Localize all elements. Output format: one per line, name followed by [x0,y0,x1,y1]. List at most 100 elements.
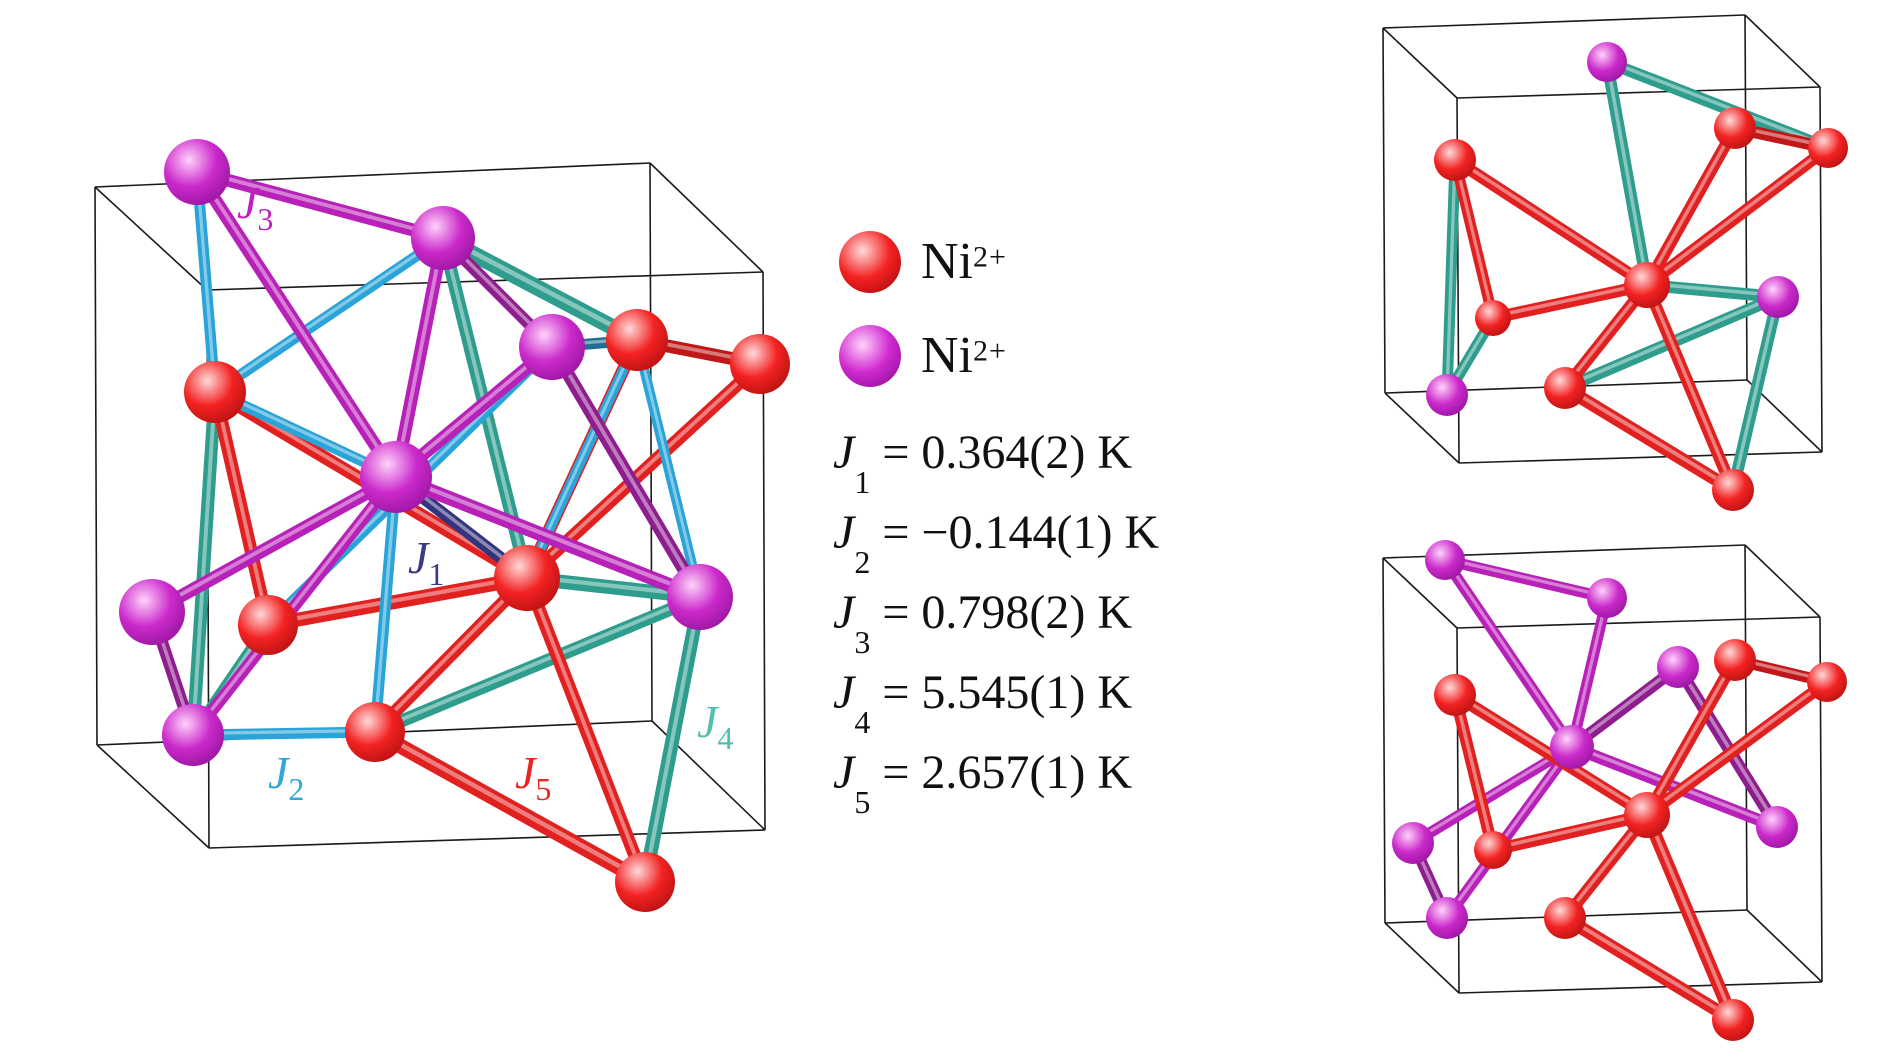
legend-label: Ni2+ [921,233,1007,290]
ni-purple-atom [1392,822,1434,864]
unit-cell-edge [1456,86,1821,99]
unit-cell-edge [1744,14,1821,88]
ni-red-atom [1714,639,1756,681]
ni-red-atom [1712,469,1754,511]
unit-cell-edge [649,162,764,273]
unit-cell-edge [649,162,653,722]
ni-red-atom [1474,831,1512,869]
ni-purple-atom [1550,725,1594,769]
ni-red-atom [1544,897,1586,939]
ni-red-atom [1807,662,1847,702]
bond-highlight [525,574,647,883]
ni-red-atom [1714,107,1756,149]
bond-highlight [1443,556,1609,599]
ni-red-atom [730,334,790,394]
bond-label-j4: J4 [697,696,733,756]
bond-highlight [213,388,270,626]
bond-highlight [1605,58,1649,286]
bond-highlight [1731,293,1780,491]
j3-j5-cell [1382,540,1847,1041]
bond-highlight [1570,663,1680,748]
ni-red-sphere-icon [839,231,901,293]
ni-purple-atom [164,139,230,205]
ni-purple-atom [1587,42,1627,82]
bond-highlight [373,593,702,733]
unit-cell-edge [1382,27,1458,99]
ni-red-atom [615,852,675,912]
bond-highlight [550,343,702,598]
ni-purple-atom [1757,276,1799,318]
unit-cell-edge [94,186,208,291]
unit-cell-edge [1744,14,1748,381]
ni-red-atom [494,545,560,611]
legend-label: Ni2+ [921,327,1007,384]
bond-highlight [1491,811,1649,851]
unit-cell-edge [94,186,98,746]
legend-item-red-ni: Ni2+ [839,231,1007,293]
ni-purple-atom [360,441,432,513]
bond-highlight [195,168,445,239]
bond-highlight [1453,156,1495,319]
unit-cell-edge [1458,451,1823,464]
unit-cell-edge [1382,14,1746,29]
unit-cell-edge [96,744,210,849]
unit-cell-edge [1458,981,1823,994]
bond-highlight [1491,281,1649,319]
ni-purple-atom [1425,540,1465,580]
ni-red-atom [1434,139,1476,181]
bond-highlight [1645,124,1737,286]
bond-highlight [1563,384,1735,491]
bond-highlight [195,168,398,478]
bond-highlight [372,728,648,883]
ni-red-atom [345,702,405,762]
unit-cell-edge [1384,392,1460,464]
bond-highlight [1645,656,1737,816]
unit-cell-edge [1744,544,1821,618]
bond-highlight [1453,156,1649,286]
ni-red-atom [1475,300,1511,336]
bond-highlight [265,574,530,626]
bond-highlight [191,388,217,736]
bond-highlight [440,234,640,341]
bond-highlight [394,234,445,478]
ni-red-atom [1712,999,1754,1041]
ni-purple-atom [1657,646,1699,688]
bond-label-j1: J1 [408,532,444,592]
bond-highlight [1645,281,1735,491]
bond-label-j2: J2 [268,747,304,807]
ni-purple-atom [667,564,733,630]
ni-red-atom [184,361,246,423]
bond-highlight [1563,914,1735,1021]
ni-red-atom [1434,674,1476,716]
ni-purple-atom [119,579,185,645]
unit-cell-edge [1456,616,1821,629]
bond-highlight [642,593,703,883]
unit-cell-edge [208,829,766,849]
bond-highlight [150,473,398,613]
bond-highlight [195,168,217,393]
ni-purple-atom [1587,578,1627,618]
ni-red-atom [1544,367,1586,409]
bond-highlight [1443,556,1574,748]
bond-highlight [635,337,702,597]
bond-highlight [191,473,398,736]
ni-purple-sphere-icon [839,325,901,387]
bond-highlight [373,473,398,733]
ni-red-atom [1624,792,1670,838]
unit-cell-edge [1746,909,1823,983]
bond-highlight [1605,58,1830,149]
bond-highlight [393,473,703,598]
bond-highlight [1645,144,1830,286]
bond-highlight [1570,743,1779,828]
ni-purple-atom [1756,806,1798,848]
ni-red-atom [606,309,668,371]
bond-highlight [373,574,529,733]
ni-red-atom [1624,262,1670,308]
bond-highlight [1453,691,1495,851]
bond-highlight [1411,743,1574,844]
